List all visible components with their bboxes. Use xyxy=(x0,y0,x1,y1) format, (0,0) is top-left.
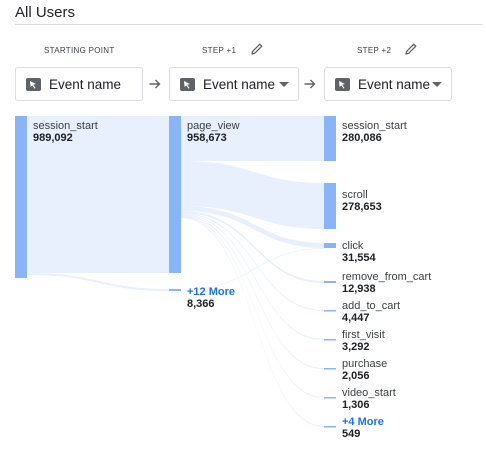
dimension-label: Event name xyxy=(49,76,122,92)
node-label-add-to-cart[interactable]: add_to_cart 4,447 xyxy=(342,300,401,324)
node-bar-more[interactable] xyxy=(169,289,181,291)
flow-band xyxy=(181,206,324,248)
pencil-icon[interactable] xyxy=(404,42,418,56)
node-bar-more-2[interactable] xyxy=(324,426,336,428)
node-bar-video-start[interactable] xyxy=(324,397,336,399)
flow-band xyxy=(181,248,324,290)
step-label-step-1: STEP +1 xyxy=(202,46,237,55)
node-bar-remove-from-cart[interactable] xyxy=(324,281,336,283)
node-label-scroll[interactable]: scroll 278,653 xyxy=(342,189,382,213)
step-label-starting-point: STARTING POINT xyxy=(44,46,115,55)
pencil-icon[interactable] xyxy=(250,42,264,56)
dimension-label: Event name xyxy=(203,76,276,92)
node-bar-click[interactable] xyxy=(324,243,336,248)
node-label-remove-from-cart[interactable]: remove_from_cart 12,938 xyxy=(342,271,432,295)
segment-divider xyxy=(15,24,483,25)
flow-band xyxy=(181,116,324,161)
flow-band xyxy=(181,214,324,340)
node-bar-session-start-2[interactable] xyxy=(324,116,336,161)
dimension-select-step-2[interactable]: Event name xyxy=(324,67,452,101)
cursor-chip-icon xyxy=(335,77,350,91)
dimension-label: Event name xyxy=(358,76,431,92)
cursor-chip-icon xyxy=(26,77,41,91)
caret-down-icon[interactable] xyxy=(279,82,289,87)
node-label-session-start-2[interactable]: session_start 280,086 xyxy=(342,120,407,144)
node-label-page-view[interactable]: page_view 958,673 xyxy=(187,120,240,144)
flow-band xyxy=(181,161,324,229)
flow-band xyxy=(27,116,169,273)
node-label-start[interactable]: session_start 989,092 xyxy=(33,120,98,144)
arrow-right-icon xyxy=(149,79,161,89)
node-label-first-visit[interactable]: first_visit 3,292 xyxy=(342,329,385,353)
segment-title: All Users xyxy=(15,4,76,21)
node-label-more-2[interactable]: +4 More 549 xyxy=(342,416,384,440)
caret-down-icon[interactable] xyxy=(432,82,442,87)
node-label-purchase[interactable]: purchase 2,056 xyxy=(342,358,388,382)
node-bar-first-visit[interactable] xyxy=(324,339,336,341)
dimension-select-starting-point[interactable]: Event name xyxy=(15,67,143,101)
node-bar-add-to-cart[interactable] xyxy=(324,310,336,312)
arrow-right-icon xyxy=(304,79,316,89)
cursor-chip-icon xyxy=(180,77,195,91)
node-bar-session-start[interactable] xyxy=(15,116,27,278)
step-label-step-2: STEP +2 xyxy=(357,46,392,55)
flow-band xyxy=(27,273,169,291)
node-bar-purchase[interactable] xyxy=(324,368,336,370)
dimension-select-step-1[interactable]: Event name xyxy=(169,67,299,101)
flow-band xyxy=(181,217,324,427)
node-bar-page-view[interactable] xyxy=(169,116,181,273)
node-bar-scroll[interactable] xyxy=(324,183,336,229)
node-label-more[interactable]: +12 More 8,366 xyxy=(187,286,235,310)
node-label-click[interactable]: click 31,554 xyxy=(342,240,376,264)
node-label-video-start[interactable]: video_start 1,306 xyxy=(342,387,396,411)
